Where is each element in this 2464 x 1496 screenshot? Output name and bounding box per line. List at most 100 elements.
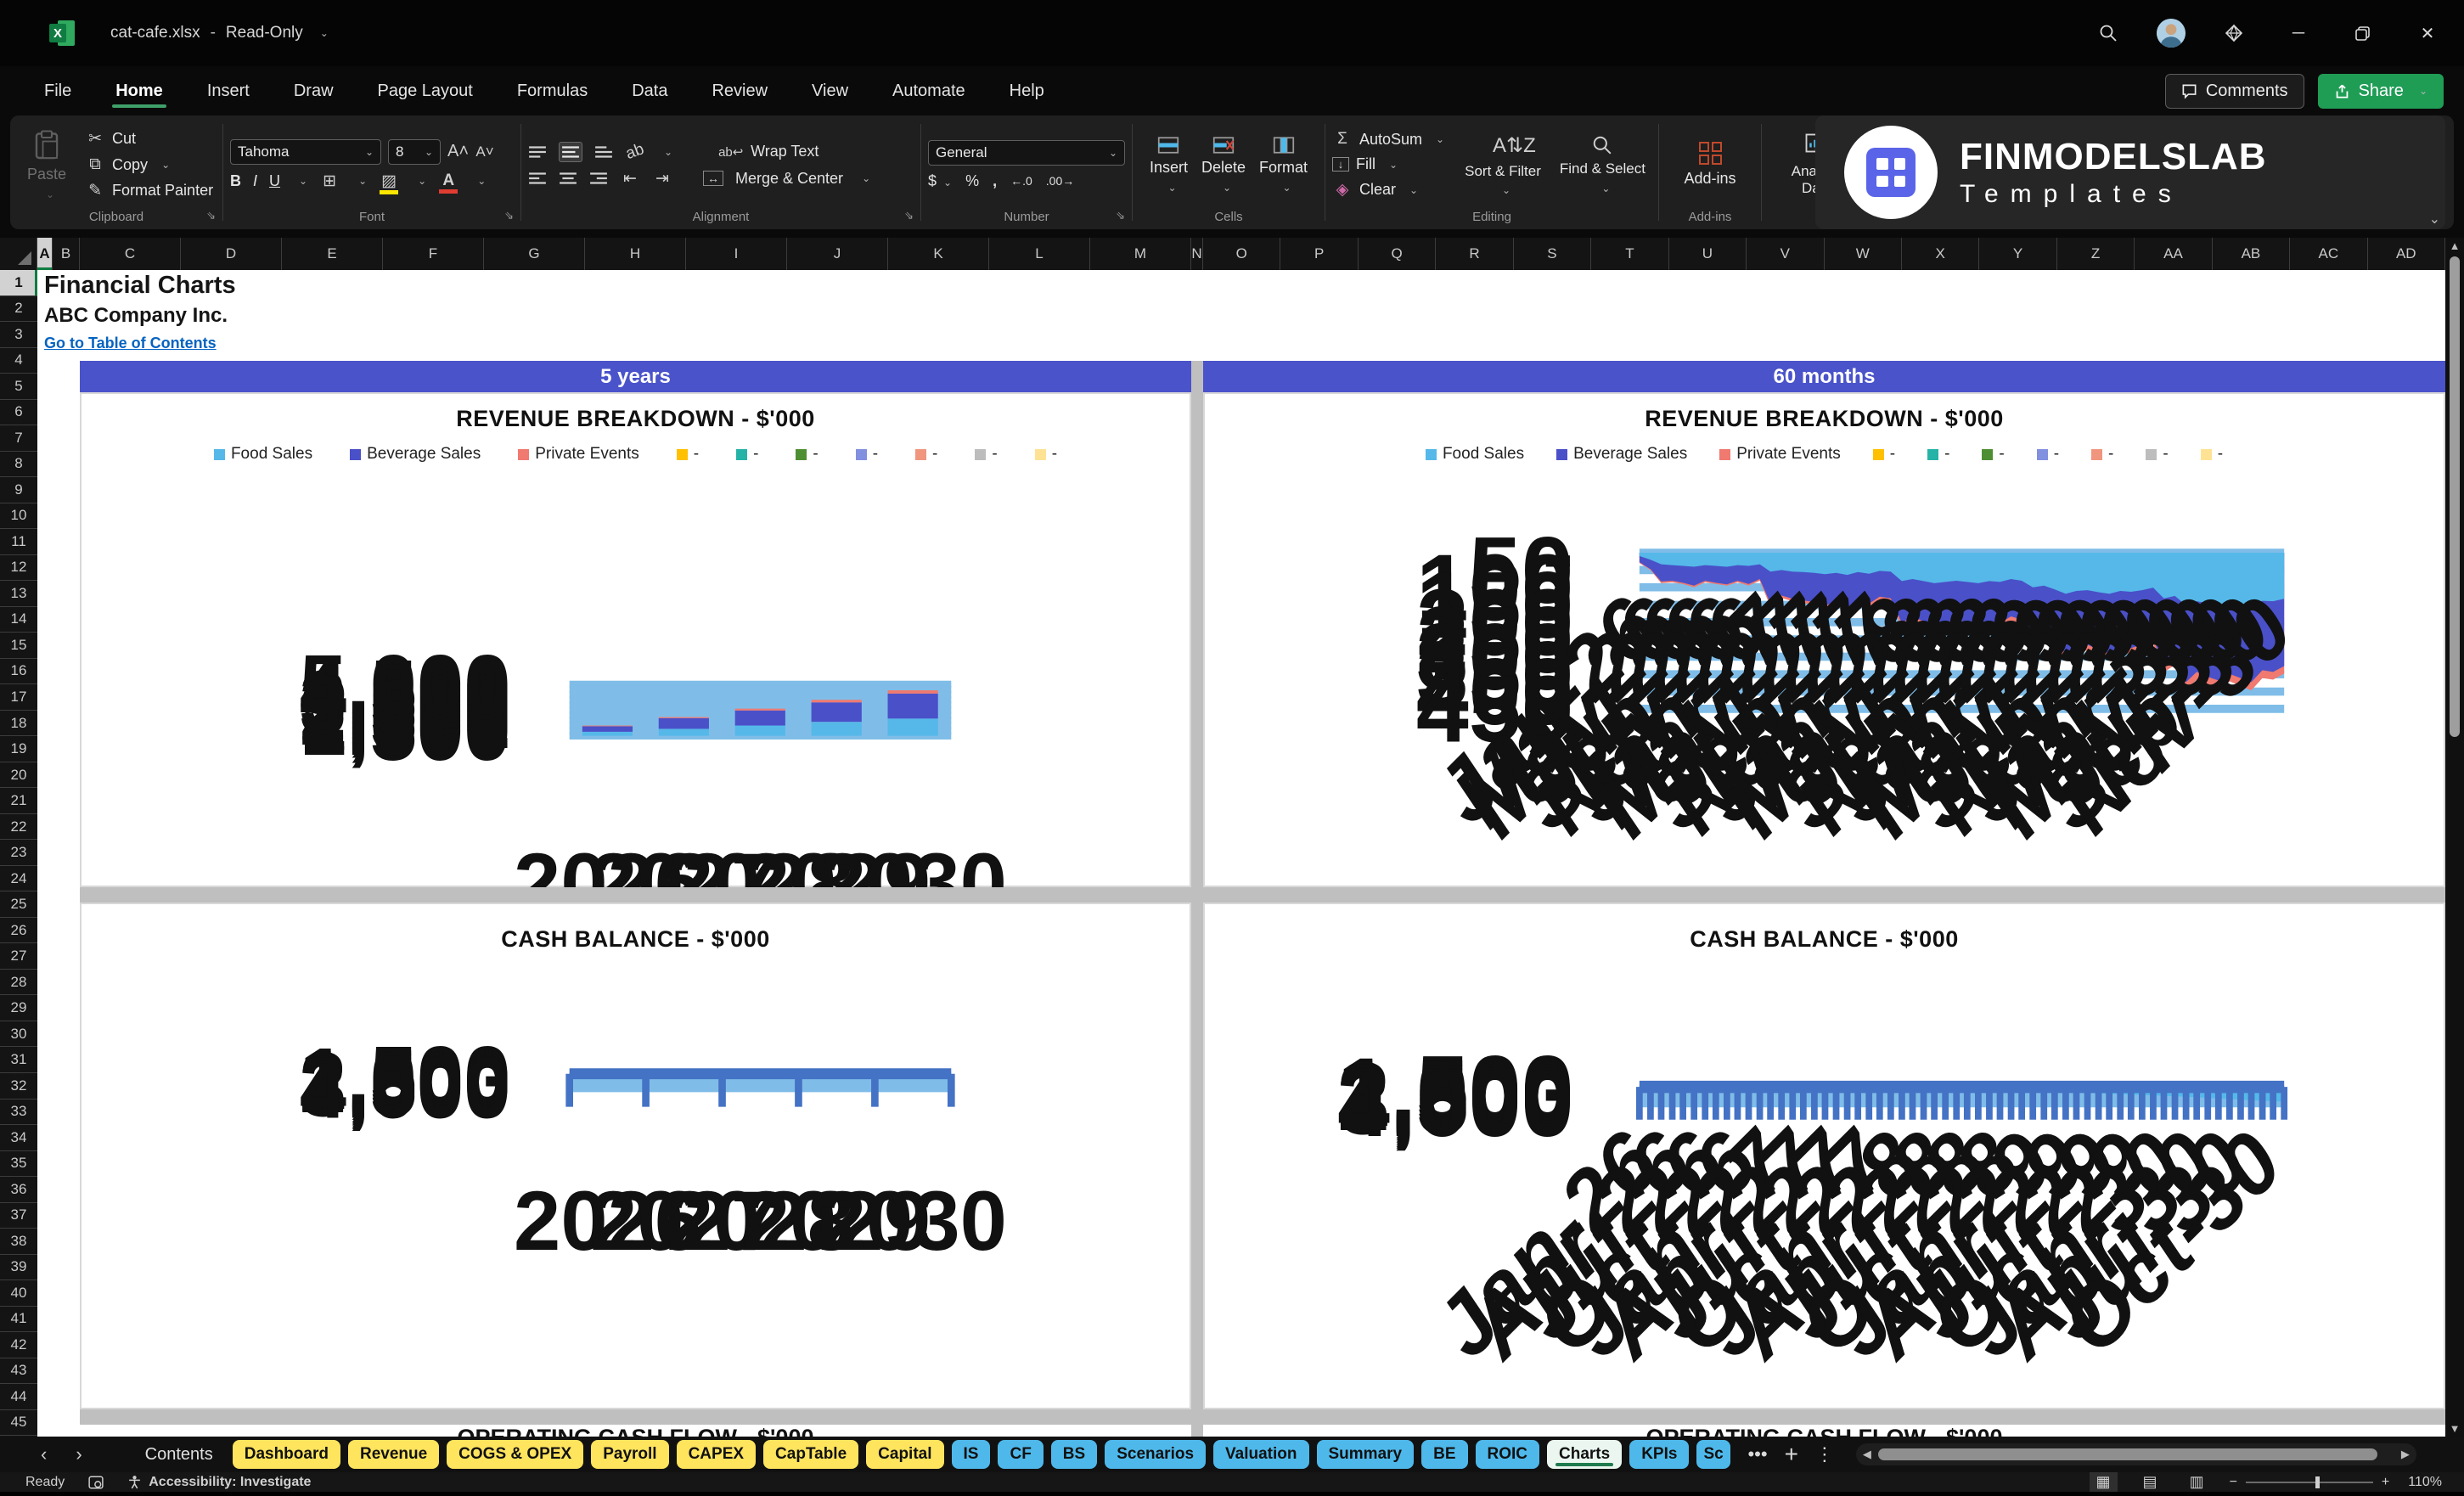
vertical-scroll-thumb[interactable] [2450,256,2460,737]
scroll-left-icon[interactable]: ◀ [1862,1448,1871,1460]
column-header-D[interactable]: D [181,238,282,270]
vertical-scrollbar[interactable]: ▲ ▼ [2445,238,2464,1437]
zoom-in-icon[interactable]: + [2381,1474,2390,1489]
zoom-level[interactable]: 110% [2408,1474,2442,1489]
chevron-down-icon[interactable]: ⌄ [319,27,329,39]
bold-button[interactable]: B [230,172,241,189]
sheet-tab-captable[interactable]: CapTable [763,1440,859,1469]
column-header-U[interactable]: U [1669,238,1747,270]
decrease-decimal-button[interactable]: .00→ [1045,174,1075,188]
sheet-tab-capital[interactable]: Capital [866,1440,944,1469]
copy-button[interactable]: ⧉ Copy ⌄ [85,155,213,174]
align-top-icon[interactable] [528,144,547,160]
sheet-tab-scenarios[interactable]: Scenarios [1105,1440,1207,1469]
font-size-select[interactable]: 8 ⌄ [388,138,441,165]
column-header-M[interactable]: M [1090,238,1191,270]
align-left-icon[interactable] [528,171,547,186]
row-header-11[interactable]: 11 [0,529,37,555]
row-header-24[interactable]: 24 [0,866,37,892]
wrap-text-button[interactable]: Wrap Text [751,143,819,160]
row-header-41[interactable]: 41 [0,1307,37,1333]
column-header-Z[interactable]: Z [2057,238,2135,270]
column-header-H[interactable]: H [585,238,686,270]
row-header-19[interactable]: 19 [0,736,37,762]
page-layout-view-button[interactable]: ▤ [2142,1473,2157,1490]
minimize-button[interactable]: ─ [2292,23,2305,42]
sheet-tab-cogs-opex[interactable]: COGS & OPEX [447,1440,584,1469]
column-header-E[interactable]: E [282,238,383,270]
menu-tab-file[interactable]: File [44,81,72,100]
row-header-31[interactable]: 31 [0,1047,37,1073]
sheet-tab-dashboard[interactable]: Dashboard [232,1440,340,1469]
row-header-35[interactable]: 35 [0,1151,37,1178]
zoom-slider[interactable]: − + [2230,1475,2390,1490]
increase-font-icon[interactable]: A˄ [447,142,470,160]
font-color-button[interactable]: A [438,172,458,194]
row-header-5[interactable]: 5 [0,374,37,400]
column-header-S[interactable]: S [1514,238,1592,270]
addins-button[interactable]: Add-ins [1674,142,1746,188]
column-header-T[interactable]: T [1591,238,1669,270]
row-header-33[interactable]: 33 [0,1100,37,1126]
sheet-tab-be[interactable]: BE [1421,1440,1468,1469]
italic-button[interactable]: I [253,172,258,189]
row-header-32[interactable]: 32 [0,1073,37,1100]
row-header-30[interactable]: 30 [0,1021,37,1048]
column-header-Q[interactable]: Q [1359,238,1437,270]
align-right-icon[interactable] [589,171,608,186]
orientation-button[interactable]: ab [623,139,647,163]
horizontal-scrollbar[interactable]: ◀ ▶ [1855,1443,2416,1465]
find-select-button[interactable]: Find & Select ⌄ [1560,133,1645,197]
diamond-icon[interactable] [2218,17,2250,49]
column-header-P[interactable]: P [1280,238,1359,270]
sheet-tab-cf[interactable]: CF [998,1440,1044,1469]
decrease-indent-icon[interactable]: ⇤ [623,169,637,188]
row-header-43[interactable]: 43 [0,1358,37,1385]
column-header-AB[interactable]: AB [2213,238,2291,270]
zoom-knob[interactable] [2315,1476,2321,1488]
row-header-42[interactable]: 42 [0,1332,37,1358]
autosum-button[interactable]: Σ AutoSum ⌄ [1332,130,1444,149]
comma-button[interactable]: , [993,172,998,189]
row-header-45[interactable]: 45 [0,1410,37,1437]
search-icon[interactable] [2092,17,2124,49]
row-header-20[interactable]: 20 [0,762,37,789]
sheet-tab-charts[interactable]: Charts [1547,1440,1623,1469]
column-header-AD[interactable]: AD [2368,238,2445,270]
dialog-launcher-icon[interactable]: ⇘ [1116,209,1125,222]
column-header-V[interactable]: V [1747,238,1825,270]
restore-button[interactable] [2347,17,2379,49]
row-header-27[interactable]: 27 [0,943,37,970]
column-header-G[interactable]: G [484,238,585,270]
row-header-9[interactable]: 9 [0,477,37,503]
underline-button[interactable]: U [269,172,281,189]
row-header-14[interactable]: 14 [0,607,37,633]
paste-button[interactable]: Paste ⌄ [17,129,76,200]
row-header-8[interactable]: 8 [0,452,37,478]
column-header-I[interactable]: I [686,238,787,270]
scroll-right-icon[interactable]: ▶ [2400,1448,2410,1460]
increase-decimal-button[interactable]: ←.0 [1010,174,1032,188]
menu-tab-view[interactable]: View [812,81,849,100]
align-bottom-icon[interactable] [594,144,613,160]
sheet-tab-roic[interactable]: ROIC [1475,1440,1540,1469]
fill-button[interactable]: ↓ Fill ⌄ [1332,155,1444,173]
column-header-N[interactable]: N [1191,238,1203,270]
sheet-tab-sc[interactable]: Sc [1696,1440,1731,1469]
menu-tab-home[interactable]: Home [97,73,182,110]
row-header-36[interactable]: 36 [0,1177,37,1203]
merge-center-button[interactable]: Merge & Center [735,169,844,187]
prev-sheet-icon[interactable]: ‹ [41,1443,48,1465]
select-all-corner[interactable] [0,238,37,270]
row-header-44[interactable]: 44 [0,1384,37,1410]
row-header-3[interactable]: 3 [0,322,37,348]
sheet-canvas[interactable]: Financial Charts ABC Company Inc. Go to … [37,270,2445,1437]
column-header-O[interactable]: O [1203,238,1281,270]
column-header-K[interactable]: K [888,238,989,270]
column-header-W[interactable]: W [1825,238,1902,270]
column-header-C[interactable]: C [80,238,181,270]
row-header-21[interactable]: 21 [0,788,37,814]
normal-view-button[interactable]: ▦ [2089,1472,2118,1492]
row-header-16[interactable]: 16 [0,659,37,685]
scroll-down-icon[interactable]: ▼ [2449,1422,2461,1435]
